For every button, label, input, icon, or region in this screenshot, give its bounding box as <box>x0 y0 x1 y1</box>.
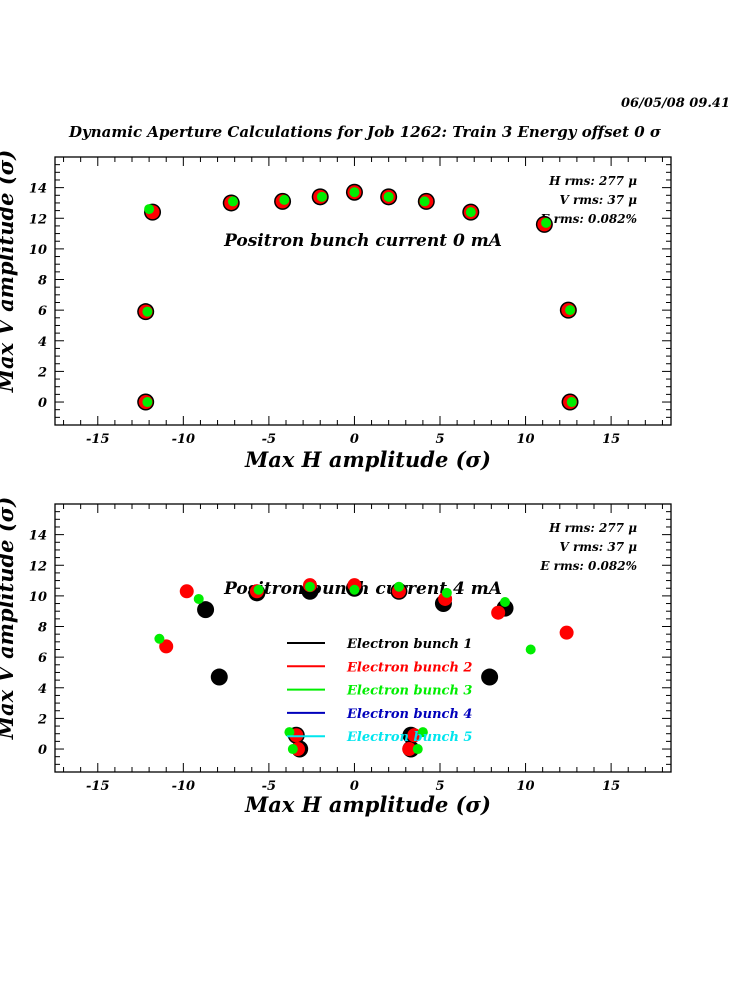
x-tick-label: -15 <box>86 432 110 447</box>
data-point-bunch-3 <box>565 305 576 316</box>
data-point-bunch-3 <box>316 191 327 202</box>
x-tick-label: 5 <box>435 779 444 794</box>
timestamp: 06/05/08 09.41 <box>621 96 730 111</box>
data-point-bunch-3 <box>287 744 298 755</box>
data-point-bunch-3 <box>279 194 290 205</box>
data-point-bunch-3 <box>227 196 238 207</box>
y-axis-label: Max V amplitude (σ) <box>0 150 18 393</box>
x-tick-label: -5 <box>262 779 276 794</box>
data-point-bunch-1 <box>197 601 215 619</box>
legend-label: Electron bunch 1 <box>346 637 472 652</box>
panel-title: Positron bunch current 0 mA <box>223 231 502 251</box>
x-tick-label: -10 <box>172 779 196 794</box>
x-tick-label: -15 <box>86 779 110 794</box>
data-point-bunch-1 <box>210 668 228 686</box>
data-point-bunch-3 <box>142 306 153 317</box>
data-point-bunch-3 <box>142 397 153 408</box>
data-point-bunch-3 <box>193 593 204 604</box>
data-point-bunch-3 <box>154 633 165 644</box>
legend-label: Electron bunch 2 <box>346 660 472 675</box>
y-tick-label: 6 <box>38 304 47 319</box>
data-point-bunch-3 <box>383 191 394 202</box>
data-point-bunch-2 <box>159 639 174 654</box>
x-tick-label: 15 <box>602 432 620 447</box>
y-tick-label: 0 <box>38 743 47 758</box>
legend-label: Electron bunch 3 <box>346 684 472 699</box>
data-point-bunch-3 <box>253 584 264 595</box>
data-point-bunch-2 <box>402 742 417 757</box>
data-point-bunch-3 <box>541 217 552 228</box>
x-tick-label: -10 <box>172 432 196 447</box>
data-point-bunch-1 <box>481 668 499 686</box>
y-tick-label: 8 <box>38 621 47 636</box>
data-point-bunch-3 <box>349 187 360 198</box>
data-point-bunch-2 <box>559 625 574 640</box>
x-tick-label: 5 <box>435 432 444 447</box>
data-point-bunch-3 <box>465 207 476 218</box>
x-axis-label: Max H amplitude (σ) <box>244 792 491 817</box>
data-point-bunch-2 <box>179 584 194 599</box>
y-tick-label: 14 <box>29 182 47 197</box>
x-tick-label: 0 <box>350 779 359 794</box>
rms-stat-label: V rms: 37 μ <box>559 193 637 207</box>
rms-stat-label: E rms: 0.082% <box>539 212 637 226</box>
y-tick-label: 14 <box>29 529 47 544</box>
y-tick-label: 6 <box>38 651 47 666</box>
x-tick-label: -5 <box>262 432 276 447</box>
x-tick-label: 10 <box>517 779 535 794</box>
data-point-bunch-3 <box>412 744 423 755</box>
legend-label: Electron bunch 4 <box>346 707 472 722</box>
data-point-bunch-3 <box>393 581 404 592</box>
x-tick-label: 0 <box>350 432 359 447</box>
y-tick-label: 12 <box>29 559 47 574</box>
data-point-bunch-3 <box>566 397 577 408</box>
rms-stat-label: V rms: 37 μ <box>559 540 637 554</box>
data-point-bunch-3 <box>525 644 536 655</box>
legend: Electron bunch 1 Electron bunch 2 Electron… <box>287 637 472 745</box>
data-point-bunch-3 <box>500 597 511 608</box>
data-point-bunch-3 <box>304 581 315 592</box>
y-tick-label: 12 <box>29 212 47 227</box>
data-point-bunch-3 <box>284 727 295 738</box>
rms-stat-label: H rms: 277 μ <box>548 521 637 535</box>
x-tick-label: 15 <box>602 779 620 794</box>
data-point-bunch-3 <box>441 587 452 598</box>
data-point-bunch-2 <box>407 728 422 743</box>
rms-stat-label: E rms: 0.082% <box>539 559 637 573</box>
data-point-bunch-3 <box>417 727 428 738</box>
y-tick-label: 4 <box>38 682 47 697</box>
legend-label: Electron bunch 5 <box>346 730 472 745</box>
top-plot-panel: -15 -10 -5 0 5 10 15 0 2 4 6 8 10 12 14 Max H amplitude… <box>0 150 672 472</box>
plot-frame <box>54 156 672 426</box>
x-tick-label: 10 <box>517 432 535 447</box>
data-point-bunch-3 <box>419 196 430 207</box>
bottom-plot-panel: -15 -10 -5 0 5 10 15 0 2 4 6 8 10 12 14 Max H amplitude… <box>0 497 672 817</box>
x-axis-label: Max H amplitude (σ) <box>244 447 491 472</box>
y-tick-label: 0 <box>38 396 47 411</box>
y-tick-label: 4 <box>38 335 47 350</box>
plot-frame <box>54 503 672 773</box>
data-point-bunch-3 <box>144 204 155 215</box>
data-point-bunch-3 <box>349 584 360 595</box>
rms-stat-label: H rms: 277 μ <box>548 174 637 188</box>
y-tick-label: 2 <box>37 712 47 727</box>
y-tick-label: 10 <box>29 243 47 258</box>
figure-title: Dynamic Aperture Calculations for Job 12… <box>68 123 662 141</box>
y-tick-label: 10 <box>29 590 47 605</box>
y-tick-label: 8 <box>38 274 47 289</box>
y-tick-label: 2 <box>37 365 47 380</box>
data-point-bunch-2 <box>491 605 506 620</box>
y-axis-label: Max V amplitude (σ) <box>0 497 18 740</box>
